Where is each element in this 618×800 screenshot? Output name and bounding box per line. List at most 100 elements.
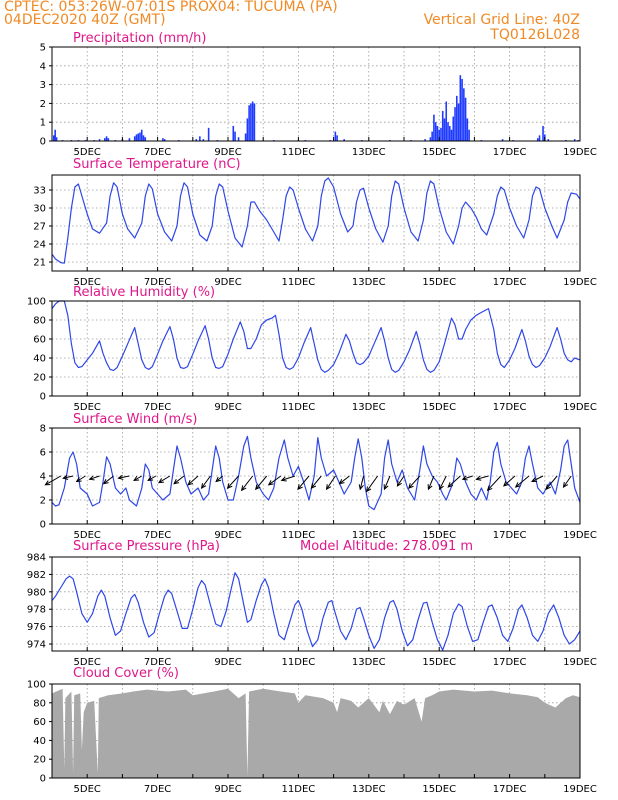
rh-xtick-label: 9DEC — [214, 402, 241, 413]
cloud-xtick-label: 11DEC — [282, 784, 316, 795]
precip-bar — [144, 137, 147, 141]
wind-wind-arrow — [133, 475, 143, 481]
wind-wind-arrow-head — [267, 480, 274, 486]
wind-wind-arrow — [359, 475, 365, 490]
precip-bar — [334, 131, 337, 141]
precip-bar — [105, 136, 108, 141]
precip-bar — [244, 133, 247, 141]
precip-bar — [573, 139, 576, 141]
rh-ytick-label: 20 — [33, 373, 46, 384]
wind-wind-arrow-head — [240, 485, 247, 492]
rh-ytick-label: 60 — [33, 335, 46, 346]
wind-xtick-label: 15DEC — [422, 530, 456, 541]
press-xtick-label: 7DEC — [144, 657, 171, 668]
press-xtick-label: 19DEC — [563, 657, 597, 668]
precip-bar — [142, 135, 145, 141]
precip-bar — [237, 137, 240, 141]
precip-bar — [445, 101, 448, 141]
wind-wind-arrow — [147, 475, 157, 481]
temp-series-line — [51, 177, 581, 264]
precip-bar — [250, 103, 252, 141]
wind-wind-arrow-head — [280, 476, 287, 482]
precip-bar — [251, 101, 254, 141]
precip-xtick-label: 7DEC — [144, 147, 171, 158]
precip-bar — [443, 118, 446, 141]
press-xtick-label: 5DEC — [74, 657, 101, 668]
wind-wind-arrow — [63, 475, 74, 479]
temp-xtick-label: 7DEC — [144, 277, 171, 288]
precip-bar — [466, 118, 469, 141]
precip-bar — [234, 131, 236, 141]
temp-xtick-label: 15DEC — [422, 277, 456, 288]
header-vertical-grid-info: Vertical Grid Line: 40Z — [423, 12, 580, 28]
precip-xtick-label: 17DEC — [493, 147, 527, 158]
wind-wind-arrow — [326, 475, 336, 490]
press-series-line — [51, 572, 581, 651]
press-ytick-label: 982 — [27, 570, 46, 581]
rh-frame — [51, 300, 581, 397]
wind-wind-arrow-head — [427, 484, 433, 491]
precip-bar — [538, 135, 541, 141]
temp-plot-area — [52, 175, 580, 271]
wind-xtick-label: 17DEC — [493, 530, 527, 541]
press-ytick-label: 978 — [27, 605, 46, 616]
header-run-time: 04DEC2020 40Z (GMT) — [4, 12, 166, 28]
cloud-ytick-label: 80 — [33, 698, 46, 709]
wind-wind-arrow-head — [75, 477, 82, 483]
wind-wind-arrow-head — [62, 474, 69, 480]
wind-wind-arrow — [173, 475, 185, 485]
wind-wind-arrow — [462, 475, 473, 480]
precip-bar — [447, 122, 449, 141]
precip-bar — [162, 138, 164, 141]
wind-wind-arrow — [268, 475, 282, 486]
precip-bar — [163, 139, 166, 141]
precip-bar — [248, 105, 250, 141]
rh-series-line — [51, 300, 581, 373]
wind-wind-arrow — [255, 475, 268, 490]
wind-wind-arrow-head — [562, 481, 569, 488]
cloud-xtick-label: 9DEC — [214, 784, 241, 795]
precip-xtick-label: 13DEC — [352, 147, 386, 158]
cloud-xtick-label: 19DEC — [563, 784, 597, 795]
press-frame — [51, 556, 581, 652]
precip-bar — [464, 97, 467, 141]
precip-xtick-label: 15DEC — [422, 147, 456, 158]
header-model-id: TQ0126L028 — [490, 27, 580, 43]
wind-ytick-label: 2 — [40, 496, 46, 507]
wind-wind-arrow — [366, 475, 379, 492]
wind-wind-arrow — [241, 475, 254, 491]
press-xtick-label: 9DEC — [214, 657, 241, 668]
wind-wind-arrow-head — [44, 480, 51, 486]
wind-wind-arrow-head — [365, 486, 372, 493]
rh-xtick-label: 7DEC — [144, 402, 171, 413]
wind-wind-arrow-head — [358, 484, 364, 491]
wind-xtick-label: 11DEC — [282, 530, 316, 541]
wind-wind-arrow-head — [486, 485, 493, 492]
precip-bar — [195, 139, 198, 141]
wind-wind-arrow — [439, 475, 447, 490]
press-xtick-label: 17DEC — [493, 657, 527, 668]
wind-wind-arrow — [103, 475, 114, 485]
wind-xtick-label: 7DEC — [144, 530, 171, 541]
temp-xtick-label: 11DEC — [282, 277, 316, 288]
precip-ytick-label: 1 — [40, 118, 46, 129]
temp-xtick-label: 17DEC — [493, 277, 527, 288]
temp-xtick-label: 19DEC — [563, 277, 597, 288]
wind-wind-arrow-head — [254, 484, 261, 491]
wind-wind-arrow-head — [383, 484, 389, 491]
precip-bar — [140, 129, 143, 141]
wind-wind-arrow — [187, 475, 199, 486]
wind-wind-arrow-head — [310, 483, 317, 489]
wind-ytick-label: 6 — [40, 448, 46, 459]
wind-xtick-label: 9DEC — [214, 530, 241, 541]
precip-bar — [424, 139, 426, 141]
precip-bar — [54, 129, 56, 141]
wind-wind-arrow — [201, 475, 211, 489]
precip-bar — [431, 131, 433, 141]
temp-frame — [51, 174, 581, 272]
wind-wind-arrow-head — [157, 478, 164, 484]
cloud-xtick-label: 13DEC — [352, 784, 386, 795]
rh-xtick-label: 19DEC — [563, 402, 597, 413]
cloud-xtick-label: 7DEC — [144, 784, 171, 795]
